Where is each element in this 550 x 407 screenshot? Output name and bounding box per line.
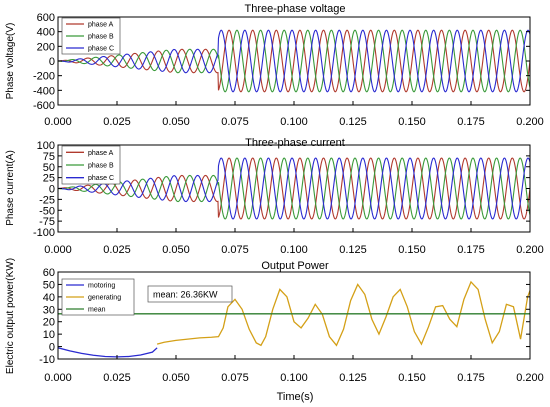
x-tick-label: 0.150 xyxy=(398,372,426,384)
x-tick-label: 0.075 xyxy=(221,372,249,384)
x-tick-label: 0.175 xyxy=(457,244,485,256)
x-tick-label: 0.200 xyxy=(516,244,544,256)
current-title: Three-phase current xyxy=(245,137,345,149)
y-tick-label: 600 xyxy=(37,12,55,24)
series-phase-b-line xyxy=(58,157,530,220)
x-tick-label: 0.050 xyxy=(162,244,190,256)
x-tick-label: 0.200 xyxy=(516,116,544,128)
legend-entry: phase C xyxy=(88,175,114,182)
x-tick-label: 0.075 xyxy=(221,116,249,128)
y-tick-label: 40 xyxy=(43,292,55,304)
voltage-title: Three-phase voltage xyxy=(245,3,346,15)
mean-annotation: mean: 26.36KW xyxy=(153,290,218,300)
y-tick-label: -25 xyxy=(39,194,55,206)
x-tick-label: 0.025 xyxy=(103,372,131,384)
x-tick-label: 0.100 xyxy=(280,116,308,128)
y-tick-label: 25 xyxy=(43,173,55,185)
y-tick-label: 20 xyxy=(43,317,55,329)
x-tick-label: 0.025 xyxy=(103,244,131,256)
y-tick-label: 60 xyxy=(43,267,55,279)
y-axis-label: Phase current(A) xyxy=(5,150,16,226)
legend-entry: phase C xyxy=(88,46,114,53)
series-generating-line xyxy=(156,280,530,347)
x-tick-label: 0.000 xyxy=(44,116,72,128)
x-tick-label: 0.150 xyxy=(398,116,426,128)
x-tick-label: 0.025 xyxy=(103,116,131,128)
series-phase-b-line xyxy=(58,29,530,93)
y-axis-label: Electric output power(KW) xyxy=(5,258,16,374)
legend-entry: phase B xyxy=(88,163,114,170)
y-tick-label: -600 xyxy=(33,100,55,112)
x-tick-label: 0.125 xyxy=(339,116,367,128)
legend-entry: phase B xyxy=(88,34,114,41)
series-phase-c-line xyxy=(58,29,530,93)
y-tick-label: -10 xyxy=(39,354,55,366)
series-phase-a-line xyxy=(58,157,530,220)
y-tick-label: 200 xyxy=(37,41,55,53)
x-tick-label: 0.100 xyxy=(280,372,308,384)
y-tick-label: 50 xyxy=(43,279,55,291)
x-tick-label: 0.175 xyxy=(457,372,485,384)
x-tick-label: 0.200 xyxy=(516,372,544,384)
power-title: Output Power xyxy=(261,260,329,272)
x-tick-label: 0.150 xyxy=(398,244,426,256)
y-tick-label: 30 xyxy=(43,304,55,316)
y-tick-label: 75 xyxy=(43,151,55,163)
x-tick-label: 0.100 xyxy=(280,244,308,256)
legend-entry: mean xyxy=(88,307,106,314)
x-tick-label: 0.000 xyxy=(44,244,72,256)
series-phase-a-line xyxy=(58,29,530,93)
y-tick-label: 0 xyxy=(49,342,55,354)
series-motoring-line xyxy=(58,347,158,358)
legend-entry: phase A xyxy=(88,150,114,157)
series-phase-c-line xyxy=(58,157,530,220)
y-tick-label: -50 xyxy=(39,205,55,217)
x-tick-label: 0.175 xyxy=(457,116,485,128)
voltage-panel: Three-phase voltage 600 400 200 0 -200 -400 -6… xyxy=(5,3,544,128)
x-tick-label: 0.050 xyxy=(162,372,190,384)
y-tick-label: -75 xyxy=(39,216,55,228)
x-tick-label: 0.050 xyxy=(162,116,190,128)
y-tick-label: 0 xyxy=(49,184,55,196)
x-axis-label: Time(s) xyxy=(277,391,314,403)
y-tick-label: 10 xyxy=(43,329,55,341)
y-tick-label: 400 xyxy=(37,27,55,39)
current-panel: Three-phase current 1007550250-25-50-75-… xyxy=(5,137,544,256)
y-tick-label: -100 xyxy=(33,227,55,239)
y-tick-label: 100 xyxy=(37,140,55,152)
y-tick-label: -200 xyxy=(33,71,55,83)
y-tick-label: 50 xyxy=(43,162,55,174)
legend-entry: phase A xyxy=(88,22,114,29)
mean-annotation-box xyxy=(147,285,233,303)
legend-entry: generating xyxy=(88,295,121,302)
x-tick-label: 0.125 xyxy=(339,244,367,256)
x-tick-label: 0.000 xyxy=(44,372,72,384)
y-tick-label: -400 xyxy=(33,85,55,97)
x-tick-label: 0.125 xyxy=(339,372,367,384)
x-tick-label: 0.075 xyxy=(221,244,249,256)
y-tick-label: 0 xyxy=(49,56,55,68)
y-axis-label: Phase voltage(V) xyxy=(5,23,16,100)
legend-entry: motoring xyxy=(88,283,115,290)
